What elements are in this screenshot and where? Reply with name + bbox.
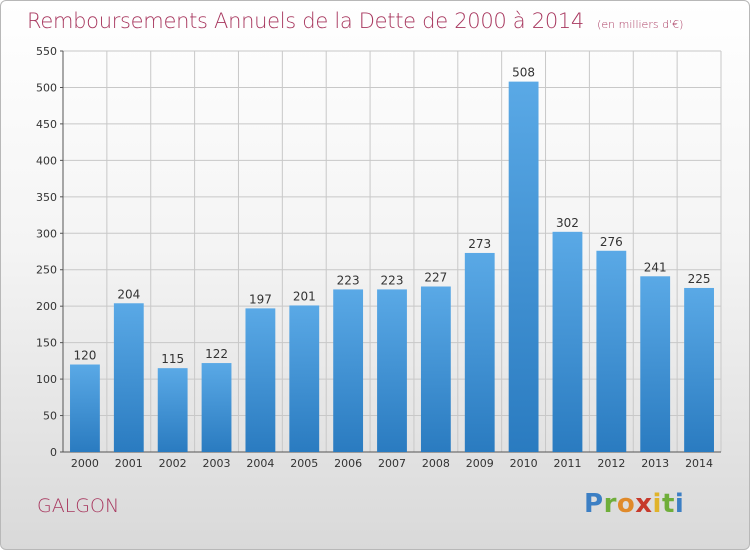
x-tick-label: 2002: [159, 457, 187, 470]
chart-title-text: Remboursements Annuels de la Dette de 20…: [27, 9, 584, 33]
data-label: 201: [293, 289, 316, 303]
x-tick-label: 2007: [378, 457, 406, 470]
bars: [70, 81, 714, 452]
data-labels: 120 204 115 122 197 201 223 223 227 273 508 302 276 2…: [73, 66, 710, 367]
data-label: 508: [512, 66, 535, 80]
data-label: 276: [600, 235, 623, 249]
chart-unit-label: (en milliers d'€): [597, 18, 684, 31]
y-tick-label: 500: [36, 81, 57, 94]
y-tick-label: 400: [36, 154, 57, 167]
data-label: 223: [337, 273, 360, 287]
bar: [113, 303, 144, 452]
x-tick-label: 2009: [466, 457, 494, 470]
bar: [70, 364, 100, 452]
data-label: 227: [424, 270, 447, 284]
data-label: 120: [73, 349, 96, 363]
x-tick-label: 2005: [290, 457, 318, 470]
commune-name: GALGON: [37, 495, 120, 517]
bar: [201, 363, 232, 452]
x-tick-label: 2010: [510, 457, 538, 470]
x-tick-label: 2004: [246, 457, 274, 470]
data-label: 122: [205, 347, 228, 361]
data-label: 223: [381, 273, 404, 287]
x-tick-label: 2001: [115, 457, 143, 470]
data-label: 225: [688, 272, 711, 286]
x-tick-label: 2008: [422, 457, 450, 470]
bar: [684, 287, 714, 452]
x-tick-label: 2013: [641, 457, 669, 470]
tick-labels: 0 50 100 150 200 250 300 350 400 450 500 550 2000 200…: [36, 45, 713, 470]
bar: [333, 289, 364, 452]
data-label: 273: [468, 237, 491, 251]
chart-title: Remboursements Annuels de la Dette de 20…: [27, 9, 683, 33]
y-tick-label: 250: [36, 264, 57, 277]
data-label: 204: [117, 287, 140, 301]
bar: [420, 286, 451, 452]
y-tick-label: 300: [36, 227, 57, 240]
y-tick-label: 350: [36, 191, 57, 204]
bar: [157, 368, 188, 452]
x-tick-label: 2012: [597, 457, 625, 470]
y-tick-label: 200: [36, 300, 57, 313]
x-tick-label: 2003: [203, 457, 231, 470]
data-label: 241: [644, 260, 667, 274]
data-label: 197: [249, 292, 272, 306]
data-label: 302: [556, 216, 579, 230]
x-tick-label: 2014: [685, 457, 713, 470]
bar: [552, 231, 583, 452]
bar: [508, 81, 539, 452]
x-tick-label: 2000: [71, 457, 99, 470]
x-tick-label: 2011: [553, 457, 581, 470]
bar: [596, 250, 627, 452]
bar: [289, 305, 320, 452]
y-tick-label: 100: [36, 373, 57, 386]
bar: [245, 308, 276, 452]
bar: [377, 289, 407, 452]
proxiti-logo: Proxiti: [584, 489, 685, 519]
y-tick-label: 450: [36, 118, 57, 131]
x-tick-label: 2006: [334, 457, 362, 470]
y-tick-label: 150: [36, 337, 57, 350]
bar: [640, 276, 671, 452]
y-tick-label: 550: [36, 45, 57, 58]
data-label: 115: [161, 352, 184, 366]
y-tick-label: 0: [50, 446, 57, 459]
y-tick-label: 50: [43, 410, 57, 423]
bar: [464, 252, 495, 452]
